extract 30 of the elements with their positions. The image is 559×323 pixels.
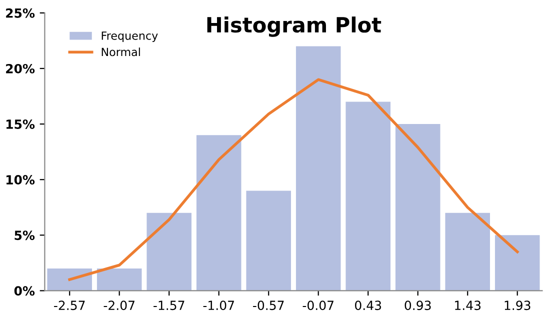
x-tick-label: -1.57: [154, 300, 184, 310]
x-tick-label: 0.43: [355, 300, 382, 310]
line-series: [68, 78, 519, 281]
bar: [246, 190, 291, 291]
legend-label: Normal: [102, 48, 140, 56]
x-tick-label: 1.43: [455, 300, 481, 310]
bar: [146, 212, 192, 291]
x-tick-label: 0.93: [404, 300, 431, 310]
y-tick-label: 10%: [6, 175, 35, 185]
y-tick-label: 5%: [14, 230, 35, 240]
x-tick-label: 1.93: [504, 300, 530, 310]
x-tick-label: -0.57: [253, 300, 284, 310]
x-tick-label: -2.07: [104, 300, 134, 310]
chart-title: Histogram Plot: [207, 16, 382, 37]
bar: [445, 212, 490, 291]
bar: [494, 235, 540, 291]
y-tick-label: 25%: [6, 8, 35, 18]
legend-label: Frequency: [102, 32, 158, 42]
bar: [96, 268, 142, 291]
bar: [346, 102, 390, 291]
bar: [296, 46, 341, 291]
x-tick-label: -0.07: [302, 300, 334, 310]
x-tick-label: -2.57: [54, 300, 85, 310]
bar: [47, 268, 92, 291]
y-tick-label: 20%: [6, 64, 35, 74]
x-tick-label: -1.07: [203, 300, 234, 310]
y-tick-label: 15%: [6, 120, 35, 129]
y-tick-label: 0%: [14, 286, 35, 296]
bar: [395, 124, 440, 291]
bar: [196, 135, 242, 291]
